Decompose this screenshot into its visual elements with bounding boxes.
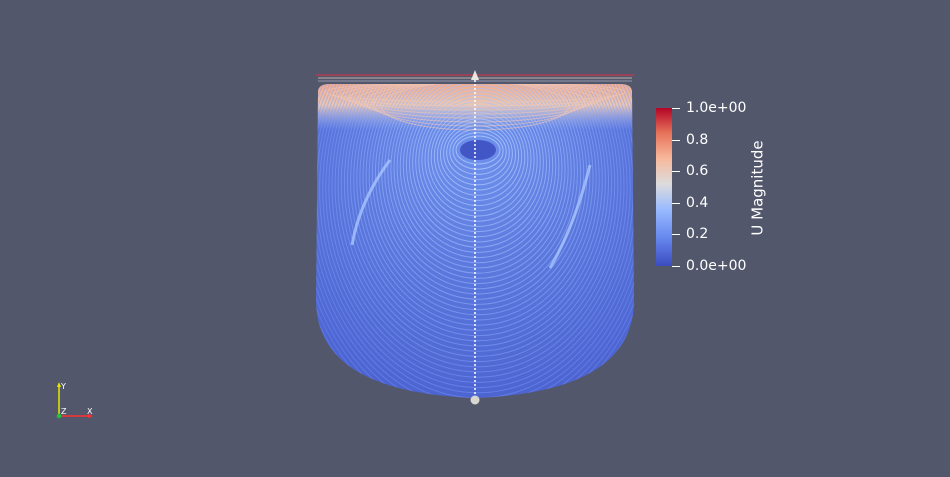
arrow-handle-icon[interactable] [471,70,479,80]
streamline [356,84,600,331]
streamline [415,91,541,233]
color-legend-title: U Magnitude [748,140,767,236]
streamline [452,132,504,170]
axis-y-label: Y [60,382,66,391]
color-legend-tick-label: 0.8 [686,132,709,148]
streamline [350,84,606,342]
color-legend-tick [672,266,680,267]
streamline [393,84,563,269]
streamline [328,84,628,378]
streamline [418,94,538,227]
streamline [409,84,547,243]
streamline [436,115,520,196]
streamline [331,84,625,373]
color-legend-tick [672,140,680,141]
streamline [396,84,560,264]
orientation-axes: Y X Z [56,382,93,419]
streamline [359,84,597,326]
color-legend-tick [672,234,680,235]
axis-z-label: Z [61,407,67,416]
color-legend-tick-label: 0.2 [686,226,709,242]
streamline [362,84,594,321]
color-legend-tick-label: 1.0e+00 [686,100,747,116]
axis-x-label: X [87,407,93,416]
color-legend[interactable]: 1.0e+00 0.8 0.6 0.4 0.2 0.0e+00 [656,101,746,273]
streamline [387,84,569,279]
streamline [427,104,529,212]
color-legend-tick [672,203,680,204]
streamline [325,84,631,383]
streamline [378,84,578,295]
streamline [337,84,619,363]
streamline [353,84,603,337]
streamline [402,84,554,253]
streamline [334,84,622,368]
streamline [347,84,609,347]
streamline [440,118,516,191]
color-legend-bar [656,108,672,266]
color-legend-tick [672,108,680,109]
streamline [365,84,591,316]
streamline [455,135,501,165]
streamline [405,84,551,248]
color-legend-tick [672,171,680,172]
streamline [384,84,572,285]
streamline [371,84,585,305]
color-legend-tick-label: 0.6 [686,163,709,179]
streamline [399,84,557,259]
sphere-handle-icon[interactable] [470,395,480,405]
color-legend-tick-label: 0.0e+00 [686,258,747,274]
streamline [430,108,526,207]
streamline [390,84,566,274]
streamline [319,84,634,394]
streamline [340,84,616,357]
streamline [374,84,582,300]
streamline [433,111,523,201]
streamline [412,87,544,238]
streamline [343,84,613,352]
streamline [421,98,535,222]
streamline [449,128,507,175]
color-legend-tick-label: 0.4 [686,195,709,211]
